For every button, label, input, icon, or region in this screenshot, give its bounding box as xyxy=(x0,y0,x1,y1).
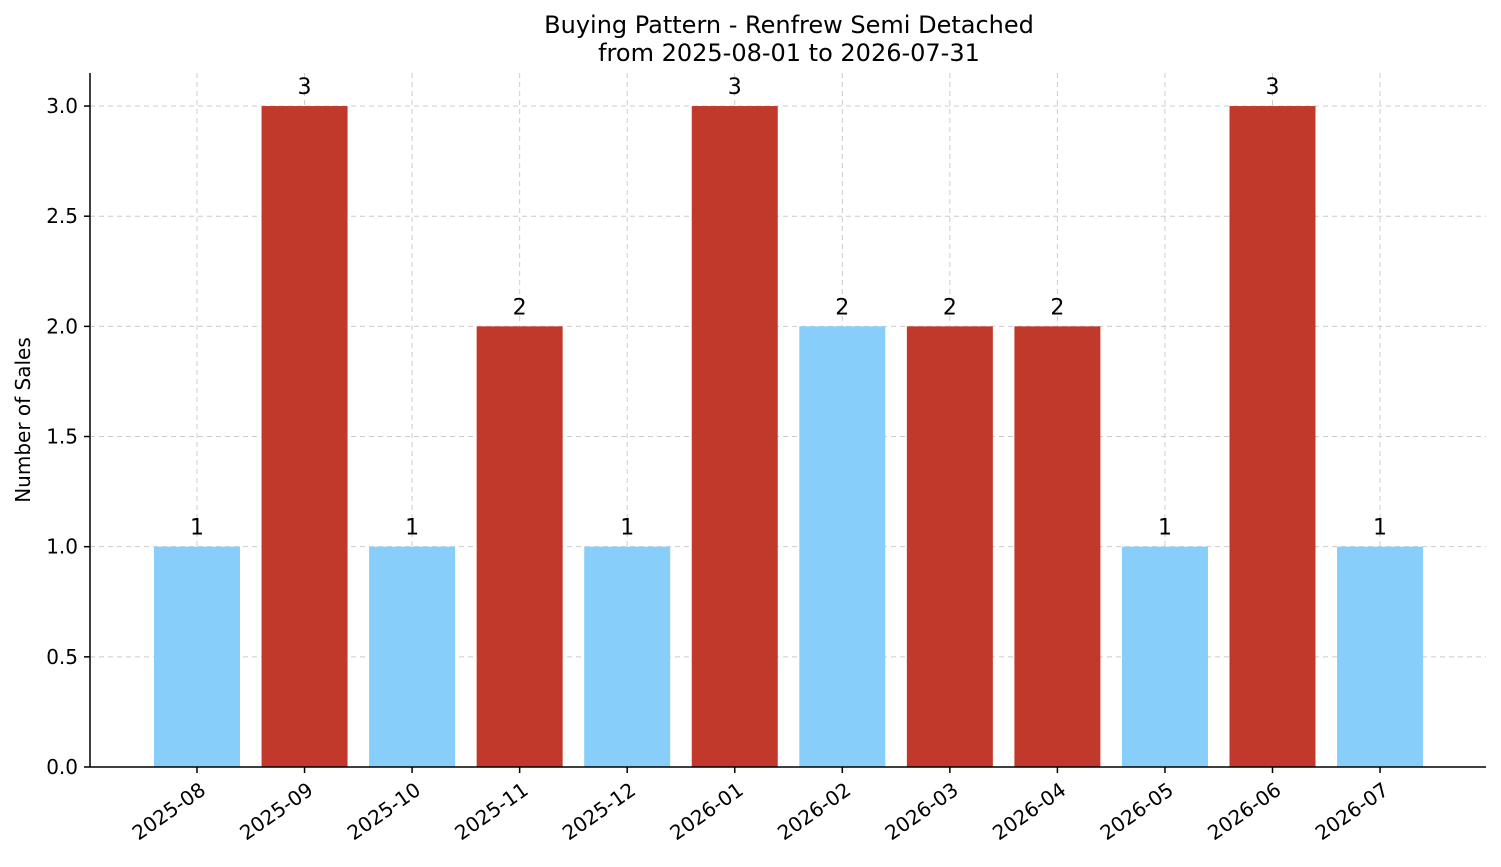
chart-subtitle: from 2025-08-01 to 2026-07-31 xyxy=(598,39,980,67)
x-tick-label-2026-02: 2026-02 xyxy=(773,777,855,845)
bar-data-labels: 1 3 1 2 1 3 2 2 2 1 3 1 xyxy=(190,75,1387,541)
x-tick-label-2025-08: 2025-08 xyxy=(128,777,210,845)
bar-data-label-2026-05: 1 xyxy=(1158,516,1172,541)
bar-data-label-2026-03: 2 xyxy=(943,295,957,320)
y-tick-label: 1.5 xyxy=(46,425,78,449)
x-tick-label-2025-11: 2025-11 xyxy=(450,777,532,845)
y-tick-label: 3.0 xyxy=(46,94,78,118)
chart-title: Buying Pattern - Renfrew Semi Detached xyxy=(544,11,1034,39)
bar-2026-06 xyxy=(1229,106,1316,768)
bar-2026-02 xyxy=(799,326,886,767)
bar-data-label-2025-08: 1 xyxy=(190,516,204,541)
bar-2026-07 xyxy=(1337,546,1424,767)
x-tick-label-2026-03: 2026-03 xyxy=(880,777,962,845)
bar-2026-03 xyxy=(906,326,993,767)
y-tick-label: 2.0 xyxy=(46,314,78,338)
bar-2026-01 xyxy=(691,106,778,768)
bar-2025-11 xyxy=(476,326,563,767)
bar-data-label-2026-01: 3 xyxy=(728,75,742,100)
y-axis-ticks: 0.0 0.5 1.0 1.5 2.0 2.5 3.0 xyxy=(46,94,90,779)
x-tick-label-2026-06: 2026-06 xyxy=(1203,777,1285,845)
bar-data-label-2026-02: 2 xyxy=(835,295,849,320)
axes xyxy=(89,73,1486,768)
bar-data-label-2025-11: 2 xyxy=(513,295,527,320)
bar-data-label-2025-12: 1 xyxy=(620,516,634,541)
bar-data-label-2025-10: 1 xyxy=(405,516,419,541)
x-tick-label-2026-01: 2026-01 xyxy=(665,777,747,845)
bar-data-label-2026-04: 2 xyxy=(1050,295,1064,320)
x-tick-label-2026-07: 2026-07 xyxy=(1311,777,1393,845)
y-axis-label: Number of Sales xyxy=(11,337,35,503)
bar-data-label-2026-06: 3 xyxy=(1266,75,1280,100)
y-tick-label: 0.5 xyxy=(46,645,78,669)
bar-2025-08 xyxy=(154,546,240,767)
bar-2026-05 xyxy=(1121,546,1208,767)
bar-2026-04 xyxy=(1014,326,1101,767)
bar-2025-10 xyxy=(369,546,456,767)
y-tick-label: 2.5 xyxy=(46,204,78,228)
x-axis-ticks: 2025-08 2025-09 2025-10 2025-11 2025-12 2026-… xyxy=(128,767,1393,845)
bar-data-label-2025-09: 3 xyxy=(298,75,312,100)
y-tick-label: 0.0 xyxy=(46,755,78,779)
x-tick-label-2025-10: 2025-10 xyxy=(343,777,425,845)
y-tick-label: 1.0 xyxy=(46,535,78,559)
x-tick-label-2026-05: 2026-05 xyxy=(1096,777,1178,845)
bar-data-label-2026-07: 1 xyxy=(1373,516,1387,541)
x-tick-label-2025-09: 2025-09 xyxy=(235,777,317,845)
bars xyxy=(154,106,1424,768)
bar-2025-09 xyxy=(261,106,348,768)
x-tick-label-2026-04: 2026-04 xyxy=(988,777,1070,845)
x-tick-label-2025-12: 2025-12 xyxy=(558,777,640,845)
bar-2025-12 xyxy=(584,546,671,767)
